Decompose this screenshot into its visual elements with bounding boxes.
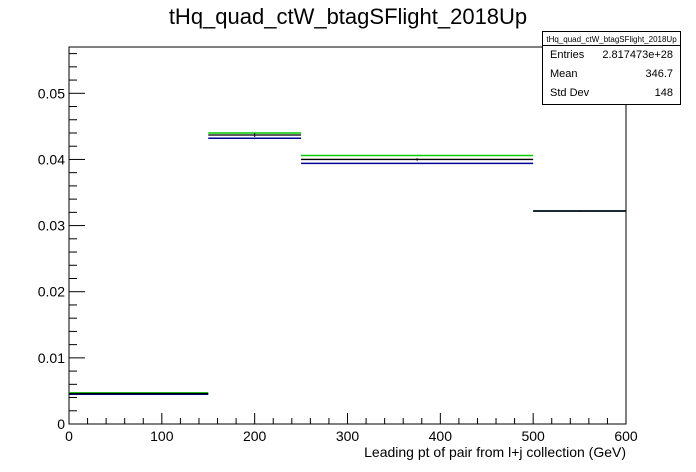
x-tick-label: 0: [65, 428, 73, 444]
x-axis-label: Leading pt of pair from l+j collection (…: [364, 444, 626, 460]
y-tick-label: 0.05: [38, 85, 65, 101]
histogram-series: [69, 132, 626, 395]
x-tick-label: 100: [150, 428, 174, 444]
y-tick-label: 0: [57, 416, 65, 432]
x-tick-label: 400: [429, 428, 453, 444]
x-axis-ticks: 0 100 200 300 400 500 600: [65, 413, 638, 444]
x-tick-label: 300: [336, 428, 360, 444]
stats-row-mean: Mean 346.7: [543, 65, 680, 84]
y-tick-label: 0.01: [38, 350, 65, 366]
y-axis-ticks: 0 0.01 0.02 0.03 0.04 0.05: [38, 53, 85, 432]
stats-label: Std Dev: [550, 87, 590, 99]
x-tick-label: 200: [243, 428, 267, 444]
stats-box: tHq_quad_ctW_btagSFlight_2018Up Entries …: [542, 31, 681, 105]
stats-row-entries: Entries 2.817473e+28: [543, 46, 680, 65]
x-tick-label: 500: [521, 428, 545, 444]
y-tick-label: 0.04: [38, 151, 65, 167]
y-tick-label: 0.03: [38, 218, 65, 234]
stats-title: tHq_quad_ctW_btagSFlight_2018Up: [543, 32, 680, 46]
stats-value: 2.817473e+28: [602, 49, 673, 61]
stats-row-stddev: Std Dev 148: [543, 84, 680, 103]
stats-value: 148: [654, 87, 673, 99]
y-tick-label: 0.02: [38, 284, 65, 300]
stats-label: Mean: [550, 68, 578, 80]
x-tick-label: 600: [614, 428, 638, 444]
stats-value: 346.7: [645, 68, 673, 80]
chart-title: tHq_quad_ctW_btagSFlight_2018Up: [168, 4, 528, 29]
stats-label: Entries: [550, 49, 585, 61]
